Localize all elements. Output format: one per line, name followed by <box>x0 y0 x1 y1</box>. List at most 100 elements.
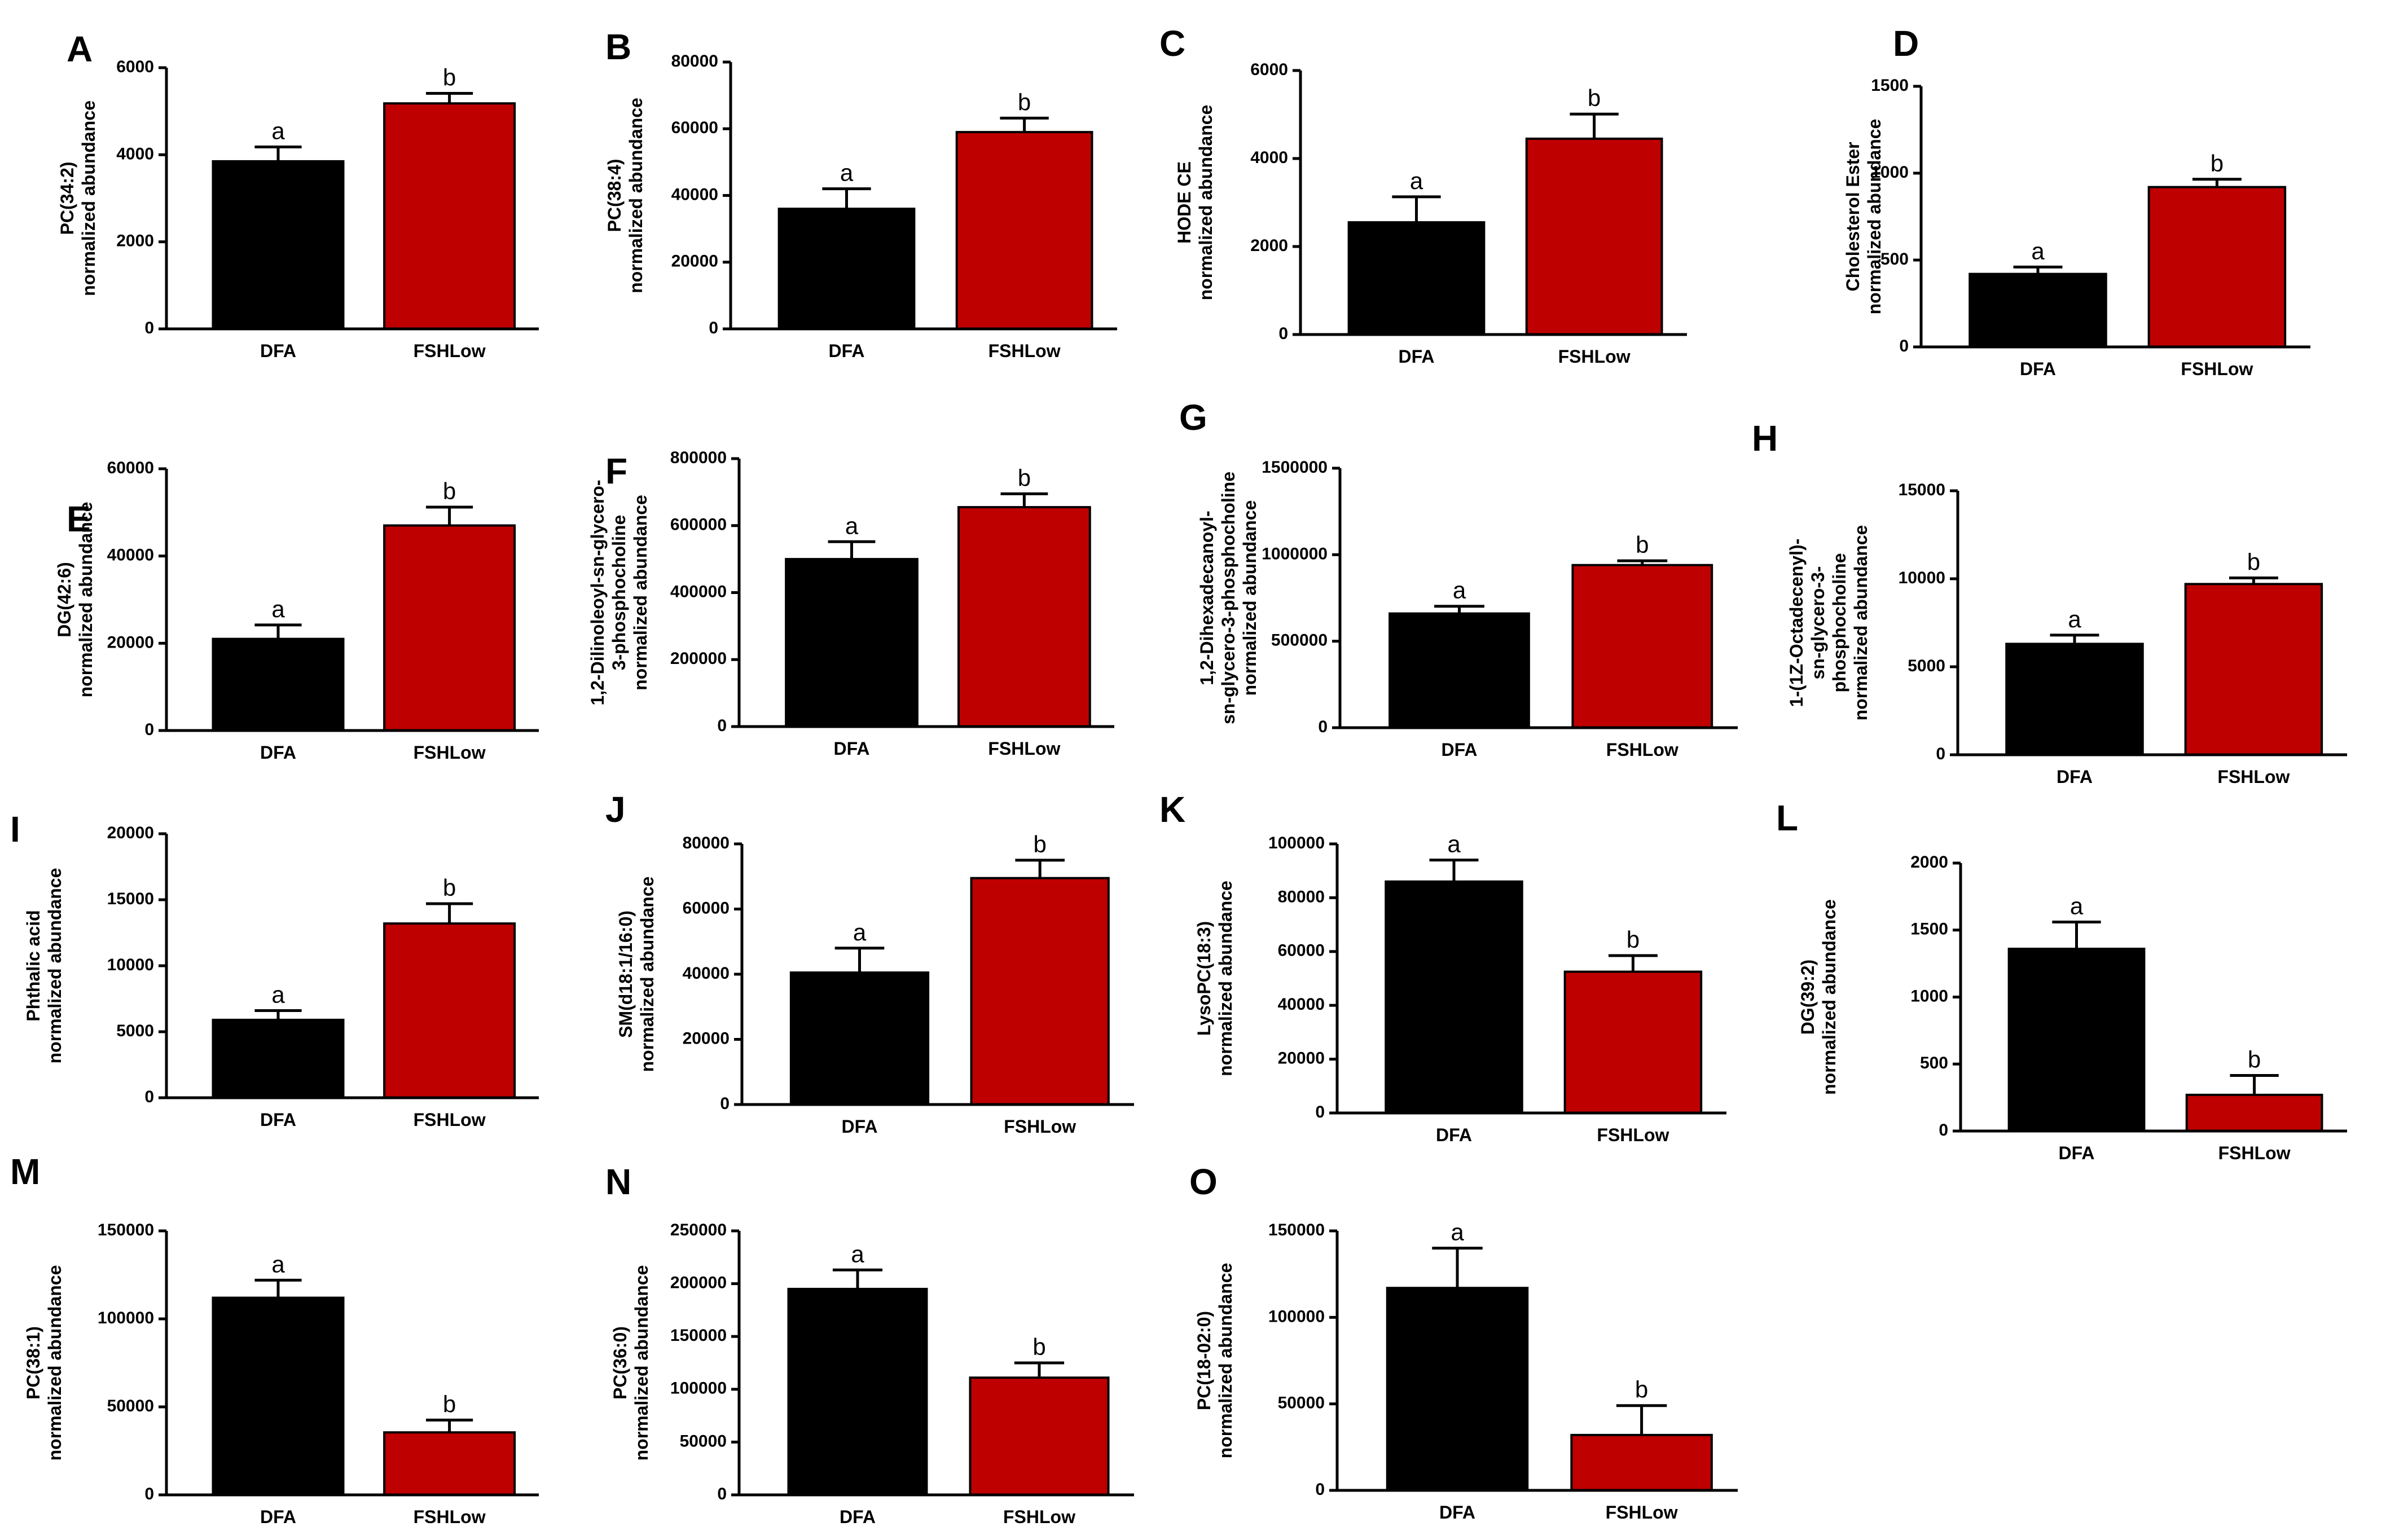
category-label-fshlow: FSHLow <box>414 1507 486 1527</box>
panel-letter: J <box>605 789 626 830</box>
y-tick-label: 15000 <box>107 890 154 908</box>
sig-label-fshlow: b <box>443 874 456 901</box>
bar-fshlow <box>1570 1433 1713 1492</box>
y-tick-label: 150000 <box>1268 1221 1325 1239</box>
bar-dfa <box>785 558 919 728</box>
y-tick-label: 15000 <box>1899 481 1945 499</box>
y-tick-label: 0 <box>1278 324 1288 343</box>
bar-fshlow <box>383 922 516 1099</box>
bar-fshlow <box>383 524 516 732</box>
y-tick-label: 80000 <box>683 834 730 852</box>
category-label-dfa: DFA <box>1442 740 1478 760</box>
y-axis-label: PC(38:4) <box>604 159 625 232</box>
bar-dfa <box>2005 643 2144 756</box>
category-label-fshlow: FSHLow <box>1004 1116 1076 1137</box>
panel-h: Ha DFA b FSHLow 0 5000 10000 15000 1-(1Z-Octadec… <box>1752 418 2347 787</box>
panel-letter: L <box>1776 798 1798 838</box>
panel-l: La DFA b FSHLow 0 500 1000 1500 2000 DG(39:2) norm… <box>1776 798 2347 1163</box>
category-label-fshlow: FSHLow <box>414 742 486 763</box>
panel-letter: M <box>10 1151 40 1192</box>
y-axis-label: normalized abundance <box>76 502 96 698</box>
sig-label-fshlow: b <box>1588 85 1601 111</box>
bar-fshlow <box>1525 137 1663 336</box>
category-label-fshlow: FSHLow <box>988 341 1061 361</box>
panel-k: Ka DFA b FSHLow 0 20000 40000 60000 80000 100000 L… <box>1159 789 1726 1145</box>
y-tick-label: 60000 <box>683 899 730 917</box>
y-tick-label: 6000 <box>1250 60 1288 79</box>
panel-letter: N <box>605 1161 631 1202</box>
sig-label-fshlow: b <box>443 478 456 504</box>
category-label-fshlow: FSHLow <box>2181 359 2253 379</box>
y-axis-label: normalized abundance <box>626 98 646 293</box>
bar-fshlow <box>970 877 1110 1106</box>
sig-label-dfa: a <box>1410 168 1423 194</box>
bar-fshlow <box>969 1376 1110 1497</box>
y-axis-label: normalized abundance <box>1196 105 1216 301</box>
y-axis-label: normalized abundance <box>78 100 99 296</box>
category-label-fshlow: FSHLow <box>1597 1125 1669 1145</box>
y-tick-label: 1500000 <box>1262 458 1328 477</box>
y-tick-label: 10000 <box>1899 569 1945 587</box>
sig-label-fshlow: b <box>1636 531 1649 558</box>
category-label-dfa: DFA <box>2059 1143 2095 1163</box>
bar-dfa <box>1388 612 1530 729</box>
bar-dfa <box>787 1287 928 1496</box>
panel-e: Ea DFA b FSHLow 0 20000 40000 60000 DG(42:6) norm… <box>54 459 539 763</box>
y-tick-label: 500 <box>1880 250 1909 269</box>
y-tick-label: 6000 <box>116 58 154 76</box>
y-axis-label: HODE CE <box>1174 161 1194 244</box>
sig-label-dfa: a <box>271 1251 285 1277</box>
y-tick-label: 40000 <box>683 964 730 983</box>
y-tick-label: 100000 <box>1268 1307 1325 1326</box>
y-tick-label: 0 <box>717 716 727 735</box>
sig-label-fshlow: b <box>1018 464 1031 491</box>
panel-letter: G <box>1179 397 1207 438</box>
y-tick-label: 2000 <box>1910 853 1948 872</box>
y-axis-label: normalized abundance <box>45 868 65 1064</box>
category-label-dfa: DFA <box>840 1507 876 1527</box>
y-axis-label: Phthalic acid <box>23 910 43 1021</box>
y-tick-label: 20000 <box>671 252 718 271</box>
sig-label-fshlow: b <box>443 1391 456 1417</box>
panel-letter: A <box>67 29 93 69</box>
y-axis-label: Cholesterol Ester <box>1843 142 1863 292</box>
y-tick-label: 20000 <box>1278 1049 1325 1068</box>
category-label-fshlow: FSHLow <box>2217 767 2290 787</box>
category-label-fshlow: FSHLow <box>1558 346 1631 367</box>
y-tick-label: 200000 <box>670 649 727 668</box>
y-tick-label: 1000 <box>1910 987 1948 1005</box>
y-tick-label: 0 <box>144 720 154 739</box>
category-label-dfa: DFA <box>260 1110 296 1130</box>
panel-b: Ba DFA b FSHLow 0 20000 40000 60000 80000 PC(38:4… <box>604 27 1117 361</box>
bar-dfa <box>1385 880 1523 1115</box>
bar-fshlow <box>2184 583 2323 756</box>
panel-d: Da DFA b FSHLow 0 500 1000 1500 Cholesterol Este… <box>1843 23 2310 379</box>
y-tick-label: 0 <box>144 319 154 337</box>
y-tick-label: 50000 <box>680 1432 727 1450</box>
sig-label-dfa: a <box>1451 1219 1464 1246</box>
category-label-dfa: DFA <box>834 738 870 759</box>
sig-label-dfa: a <box>1453 577 1466 604</box>
y-axis-label: normalized abundance <box>45 1265 65 1461</box>
bar-dfa <box>2007 948 2146 1132</box>
y-tick-label: 600000 <box>670 516 727 534</box>
y-tick-label: 100000 <box>670 1379 727 1398</box>
sig-label-fshlow: b <box>1627 926 1640 953</box>
category-label-fshlow: FSHLow <box>2218 1143 2291 1163</box>
bar-fshlow <box>955 131 1093 330</box>
sig-label-dfa: a <box>840 160 854 186</box>
y-axis-label: DG(42:6) <box>54 562 74 637</box>
y-tick-label: 60000 <box>107 459 154 477</box>
y-axis-label: PC(34:2) <box>57 162 77 235</box>
y-axis-label: PC(18-02:0) <box>1194 1311 1214 1410</box>
bar-dfa <box>212 1018 345 1099</box>
sig-label-dfa: a <box>851 1240 864 1267</box>
y-axis-label: sn-glycero-3-phosphocholine <box>1218 472 1238 724</box>
sig-label-dfa: a <box>2070 893 2084 919</box>
y-axis-label: 1,2-Dilinoleoyl-sn-glycero- <box>587 479 608 705</box>
bar-fshlow <box>2147 186 2287 348</box>
y-axis-label: normalized abundance <box>1851 525 1871 721</box>
bar-fshlow <box>957 506 1091 728</box>
y-tick-label: 100000 <box>1268 834 1325 852</box>
y-tick-label: 2000 <box>116 232 154 250</box>
